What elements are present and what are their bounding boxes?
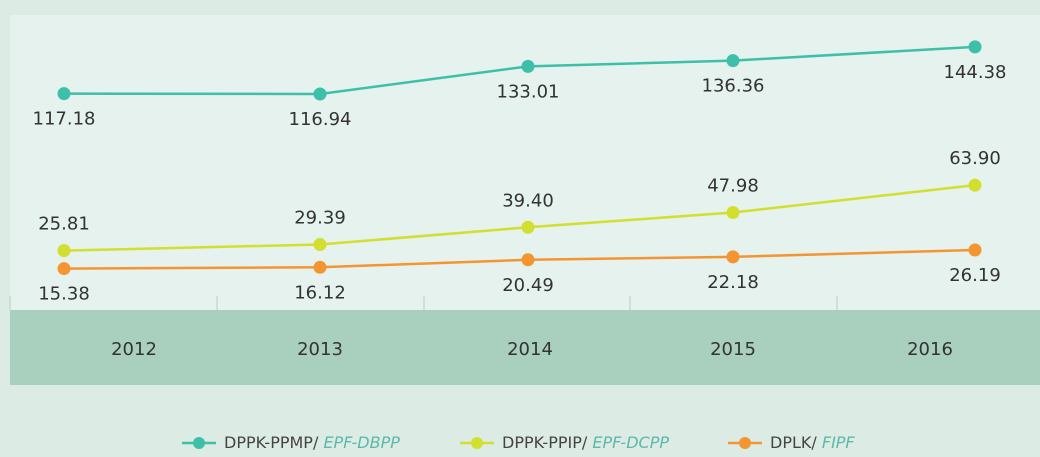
point	[726, 206, 740, 220]
point	[313, 237, 327, 251]
x-tick-label: 2014	[507, 339, 553, 360]
x-tick-label: 2015	[710, 339, 756, 360]
data-label: 117.18	[33, 109, 96, 130]
data-label: 116.94	[289, 109, 352, 130]
legend-swatch	[193, 437, 205, 449]
data-label: 26.19	[949, 265, 1001, 286]
point	[313, 87, 327, 101]
data-label: 20.49	[502, 275, 554, 296]
point	[968, 178, 982, 192]
category-band	[10, 310, 1040, 385]
point	[726, 250, 740, 264]
data-label: 39.40	[502, 190, 554, 211]
data-label: 144.38	[944, 62, 1007, 83]
x-tick-label: 2016	[907, 339, 953, 360]
legend-swatch	[739, 437, 751, 449]
legend-label: DPPK-PPIP/ EPF-DCPP	[502, 433, 669, 452]
data-label: 25.81	[38, 214, 90, 235]
point	[968, 40, 982, 54]
legend-label: DPLK/ FIPF	[770, 433, 855, 452]
legend-swatch	[471, 437, 483, 449]
point	[313, 260, 327, 274]
point	[521, 220, 535, 234]
x-tick-label: 2012	[111, 339, 157, 360]
data-label: 133.01	[497, 81, 560, 102]
data-label: 29.39	[294, 207, 346, 228]
point	[726, 54, 740, 68]
point	[57, 262, 71, 276]
point	[57, 244, 71, 258]
data-label: 63.90	[949, 148, 1001, 169]
point	[968, 243, 982, 257]
point	[521, 59, 535, 73]
legend-label: DPPK-PPMP/ EPF-DBPP	[224, 433, 400, 452]
plot-area	[10, 15, 1040, 310]
data-label: 136.36	[702, 76, 765, 97]
x-tick-label: 2013	[297, 339, 343, 360]
point	[521, 253, 535, 267]
data-label: 15.38	[38, 284, 90, 305]
dividers	[9, 296, 838, 310]
data-label: 22.18	[707, 272, 759, 293]
point	[57, 87, 71, 101]
data-label: 16.12	[294, 282, 346, 303]
data-label: 47.98	[707, 176, 759, 197]
